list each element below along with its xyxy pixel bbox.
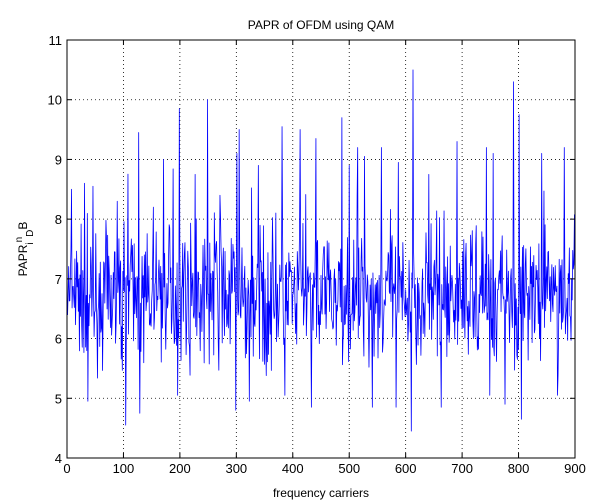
- ticks: [66, 39, 576, 459]
- x-tick-label: 800: [508, 461, 530, 476]
- x-axis-label: frequency carriers: [273, 486, 369, 500]
- x-tick-label: 500: [338, 461, 360, 476]
- y-tick-label: 10: [48, 93, 62, 108]
- y-tick-label: 9: [55, 152, 62, 167]
- x-tick-label: 900: [564, 461, 586, 476]
- tick-labels: 0 100 200 300 400 500 600 700 800 900 4 5 6 7 8 9 10 11: [48, 33, 586, 476]
- series-layer: [67, 69, 576, 432]
- x-tick-label: 400: [282, 461, 304, 476]
- y-axis-label-sup: n: [14, 237, 25, 243]
- y-tick-label: 8: [55, 212, 62, 227]
- y-axis-label-sub2: D: [25, 230, 36, 237]
- x-tick-label: 100: [113, 461, 135, 476]
- chart-title: PAPR of OFDM using QAM: [248, 18, 394, 32]
- series-line: [67, 69, 576, 432]
- y-tick-label: 11: [49, 33, 63, 48]
- x-tick-label: 700: [451, 461, 473, 476]
- y-tick-label: 6: [55, 332, 62, 347]
- y-axis-label: PAPRinDB: [14, 222, 36, 277]
- x-tick-label: 0: [63, 461, 70, 476]
- y-axis-label-main: PAPR: [16, 244, 30, 276]
- y-axis-label-sub1: i: [25, 242, 36, 244]
- y-tick-label: 7: [55, 272, 62, 287]
- plot-area: [67, 40, 575, 458]
- x-tick-label: 600: [395, 461, 417, 476]
- plot-frame: [66, 39, 576, 459]
- x-tick-label: 200: [169, 461, 191, 476]
- y-tick-label: 5: [55, 391, 62, 406]
- x-tick-label: 300: [225, 461, 247, 476]
- grid: [67, 40, 575, 458]
- y-axis-label-end: B: [16, 222, 30, 230]
- y-tick-label: 4: [55, 451, 62, 466]
